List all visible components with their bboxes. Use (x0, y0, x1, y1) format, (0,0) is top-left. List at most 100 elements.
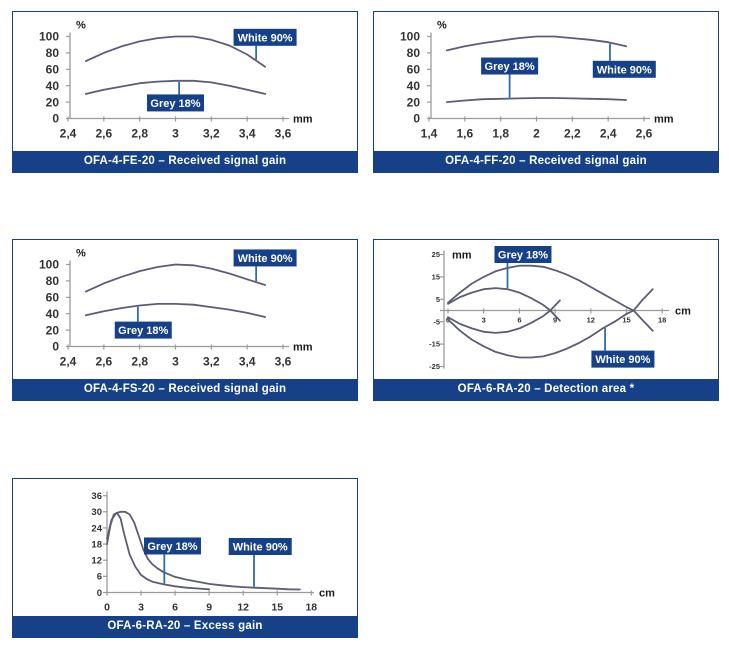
svg-text:40: 40 (46, 79, 60, 93)
svg-text:12: 12 (237, 602, 249, 614)
chart-title: OFA-6-RA-20 – Detection area * (457, 383, 635, 395)
svg-text:White 90%: White 90% (233, 542, 288, 554)
svg-text:Grey 18%: Grey 18% (147, 541, 197, 553)
svg-text:40: 40 (407, 79, 421, 93)
svg-text:Grey 18%: Grey 18% (498, 250, 548, 262)
svg-text:3,6: 3,6 (275, 127, 292, 141)
svg-text:6: 6 (517, 316, 521, 325)
svg-text:15: 15 (432, 273, 440, 282)
svg-text:2,8: 2,8 (131, 127, 148, 141)
svg-text:100: 100 (400, 30, 420, 44)
svg-text:Grey 18%: Grey 18% (118, 325, 168, 337)
svg-text:18: 18 (91, 539, 102, 550)
svg-text:White 90%: White 90% (238, 253, 293, 265)
svg-text:3,6: 3,6 (275, 355, 292, 369)
ofa-4-fe-20-plot: 100 80 60 40 20 02,4 2,6 2,8 3 3,2 3,4 3,6% mm White … (39, 20, 313, 141)
svg-text:mm: mm (293, 114, 313, 126)
svg-text:3: 3 (172, 355, 179, 369)
chart-title-bar: OFA-4-FF-20 – Received signal gain (374, 151, 718, 172)
svg-text:2: 2 (533, 127, 540, 141)
svg-text:30: 30 (91, 507, 102, 518)
svg-text:Grey 18%: Grey 18% (150, 98, 200, 110)
svg-text:20: 20 (46, 95, 60, 109)
svg-text:2,6: 2,6 (95, 127, 112, 141)
svg-text:0: 0 (104, 602, 110, 614)
ofa-4-ff-20-plot: 100 80 60 40 20 01,4 1,6 1,8 2 2,2 2,4 2,6% mm Grey 1… (400, 20, 674, 141)
svg-text:60: 60 (46, 291, 60, 305)
svg-text:2,8: 2,8 (131, 355, 148, 369)
svg-text:100: 100 (39, 258, 59, 272)
svg-text:3,2: 3,2 (203, 127, 220, 141)
svg-text:3: 3 (138, 602, 144, 614)
svg-text:0: 0 (413, 112, 420, 126)
chart-title: OFA-4-FE-20 – Received signal gain (83, 155, 287, 167)
svg-text:2,6: 2,6 (636, 127, 653, 141)
svg-text:20: 20 (407, 95, 421, 109)
svg-text:cm: cm (319, 588, 335, 600)
svg-text:%: % (76, 20, 86, 32)
ofa-4-fs-20-plot: 100 80 60 40 20 02,4 2,6 2,8 3 3,2 3,4 3,6% mm White … (39, 248, 313, 369)
svg-text:40: 40 (46, 307, 60, 321)
svg-text:2,4: 2,4 (600, 127, 617, 141)
svg-text:3,4: 3,4 (239, 355, 256, 369)
chart-title: OFA-6-RA-20 – Excess gain (107, 620, 263, 632)
svg-text:2,2: 2,2 (564, 127, 581, 141)
svg-text:-15: -15 (429, 340, 440, 349)
chart-title-bar: OFA-6-RA-20 – Excess gain (13, 616, 357, 637)
svg-text:100: 100 (39, 30, 59, 44)
svg-text:1,8: 1,8 (492, 127, 509, 141)
chart-panel-ofa-4-fs-20: 100 80 60 40 20 0 2,4 2,6 2,8 3 3,2 3,4 3,6% mm White … (12, 239, 358, 401)
svg-text:3,2: 3,2 (203, 355, 220, 369)
svg-text:18: 18 (305, 602, 317, 614)
svg-text:White 90%: White 90% (597, 64, 652, 76)
svg-text:2,4: 2,4 (60, 127, 77, 141)
svg-text:mm: mm (293, 342, 313, 354)
chart-panel-ofa-6-ra-20-detection-area: 25 15 5 -5 -15 -25 0 3 6 9 12 15 18 mm cm Grey 18% White… (373, 239, 719, 401)
chart-panel-ofa-6-ra-20-excess-gain: 36 30 24 18 12 6 0 0 3 6 9 12 15 18 cm Grey 18% White 90… (12, 478, 358, 638)
svg-text:White 90%: White 90% (238, 32, 293, 44)
svg-text:-25: -25 (429, 362, 440, 371)
svg-text:80: 80 (46, 46, 60, 60)
svg-text:1,6: 1,6 (456, 127, 473, 141)
svg-text:15: 15 (622, 316, 630, 325)
svg-text:25: 25 (432, 250, 440, 259)
svg-text:12: 12 (91, 556, 102, 567)
svg-text:%: % (76, 248, 86, 260)
svg-text:20: 20 (46, 323, 60, 337)
svg-text:0: 0 (52, 340, 59, 354)
svg-text:80: 80 (46, 274, 60, 288)
svg-text:36: 36 (91, 491, 102, 502)
svg-text:3,4: 3,4 (239, 127, 256, 141)
svg-text:80: 80 (407, 46, 421, 60)
svg-text:6: 6 (172, 602, 178, 614)
svg-text:12: 12 (587, 316, 595, 325)
svg-text:2,6: 2,6 (95, 355, 112, 369)
svg-text:3: 3 (172, 127, 179, 141)
svg-text:2,4: 2,4 (60, 355, 77, 369)
svg-text:-5: -5 (433, 317, 440, 326)
chart-panel-ofa-4-fe-20: 100 80 60 40 20 0 2,4 2,6 2,8 3 3,2 3,4 3,6% mm White … (12, 11, 358, 173)
chart-panel-ofa-4-ff-20: 100 80 60 40 20 0 1,4 1,6 1,8 2 2,2 2,4 2,6% mm Grey 1… (373, 11, 719, 173)
svg-text:cm: cm (675, 306, 691, 318)
svg-text:0: 0 (97, 588, 102, 599)
svg-text:18: 18 (658, 316, 666, 325)
svg-text:5: 5 (436, 295, 440, 304)
svg-text:3: 3 (482, 316, 486, 325)
svg-text:White 90%: White 90% (595, 354, 650, 366)
svg-text:%: % (437, 20, 447, 32)
svg-text:mm: mm (452, 250, 472, 262)
svg-text:15: 15 (271, 602, 283, 614)
svg-text:9: 9 (553, 316, 557, 325)
svg-text:60: 60 (407, 63, 421, 77)
svg-text:60: 60 (46, 63, 60, 77)
chart-title-bar: OFA-4-FS-20 – Received signal gain (13, 379, 357, 400)
chart-title-bar: OFA-4-FE-20 – Received signal gain (13, 151, 357, 172)
svg-text:9: 9 (206, 602, 212, 614)
svg-text:6: 6 (97, 572, 102, 583)
chart-title-bar: OFA-6-RA-20 – Detection area * (374, 379, 718, 400)
svg-text:24: 24 (91, 523, 102, 534)
chart-title: OFA-4-FF-20 – Received signal gain (445, 155, 647, 167)
svg-text:mm: mm (654, 114, 674, 126)
